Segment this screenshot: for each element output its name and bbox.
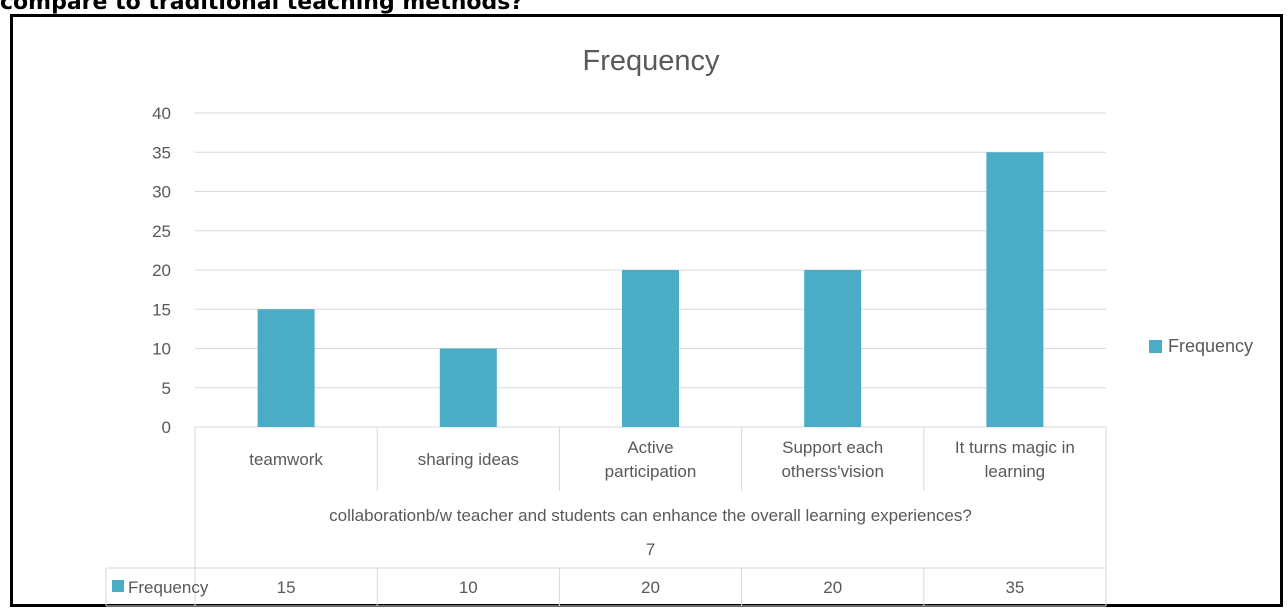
category-label-line: It turns magic in	[955, 438, 1075, 457]
category-label-line: otherss'vision	[781, 462, 883, 481]
group-label: collaborationb/w teacher and students ca…	[329, 506, 972, 525]
category-label-line: participation	[605, 462, 697, 481]
data-table: teamwork sharing ideas Active participation…	[105, 427, 1107, 607]
group-sublabel: 7	[646, 540, 655, 559]
category-label-line: learning	[985, 462, 1046, 481]
y-tick-label: 15	[152, 300, 171, 319]
category-label-line: Active	[627, 438, 673, 457]
legend-label: Frequency	[1168, 336, 1253, 356]
category-label: teamwork	[249, 450, 323, 469]
page-heading: compare to traditional teaching methods?	[0, 0, 524, 15]
category-label: Active participation	[605, 438, 697, 481]
bar	[804, 270, 862, 427]
table-series-name: Frequency	[128, 578, 209, 597]
y-tick-label: 30	[152, 183, 171, 202]
table-value: 10	[459, 578, 478, 597]
y-tick-label: 25	[152, 222, 171, 241]
y-axis: 0 5 10 15 20 25 30 35 40	[152, 104, 171, 437]
legend-swatch	[1149, 340, 1162, 353]
category-label-line: sharing ideas	[418, 450, 519, 469]
table-value: 35	[1005, 578, 1024, 597]
table-value: 20	[823, 578, 842, 597]
legend[interactable]: Frequency	[1149, 336, 1253, 356]
table-legend-key	[112, 580, 124, 592]
bars	[257, 152, 1044, 427]
category-label: It turns magic in learning	[955, 438, 1075, 481]
y-tick-label: 10	[152, 340, 171, 359]
chart-title: Frequency	[582, 45, 720, 77]
category-label-line: teamwork	[249, 450, 323, 469]
bar	[257, 309, 315, 427]
table-value: 15	[277, 578, 296, 597]
y-tick-label: 35	[152, 143, 171, 162]
bar	[439, 348, 497, 427]
y-tick-label: 5	[162, 379, 171, 398]
y-tick-label: 0	[162, 418, 171, 437]
y-tick-label: 40	[152, 104, 171, 123]
y-tick-label: 20	[152, 261, 171, 280]
category-label: Support each otherss'vision	[781, 438, 883, 481]
table-value: 20	[641, 578, 660, 597]
category-label-line: Support each	[782, 438, 883, 457]
bar	[986, 152, 1044, 427]
bar	[622, 270, 679, 427]
category-label: sharing ideas	[418, 450, 519, 469]
